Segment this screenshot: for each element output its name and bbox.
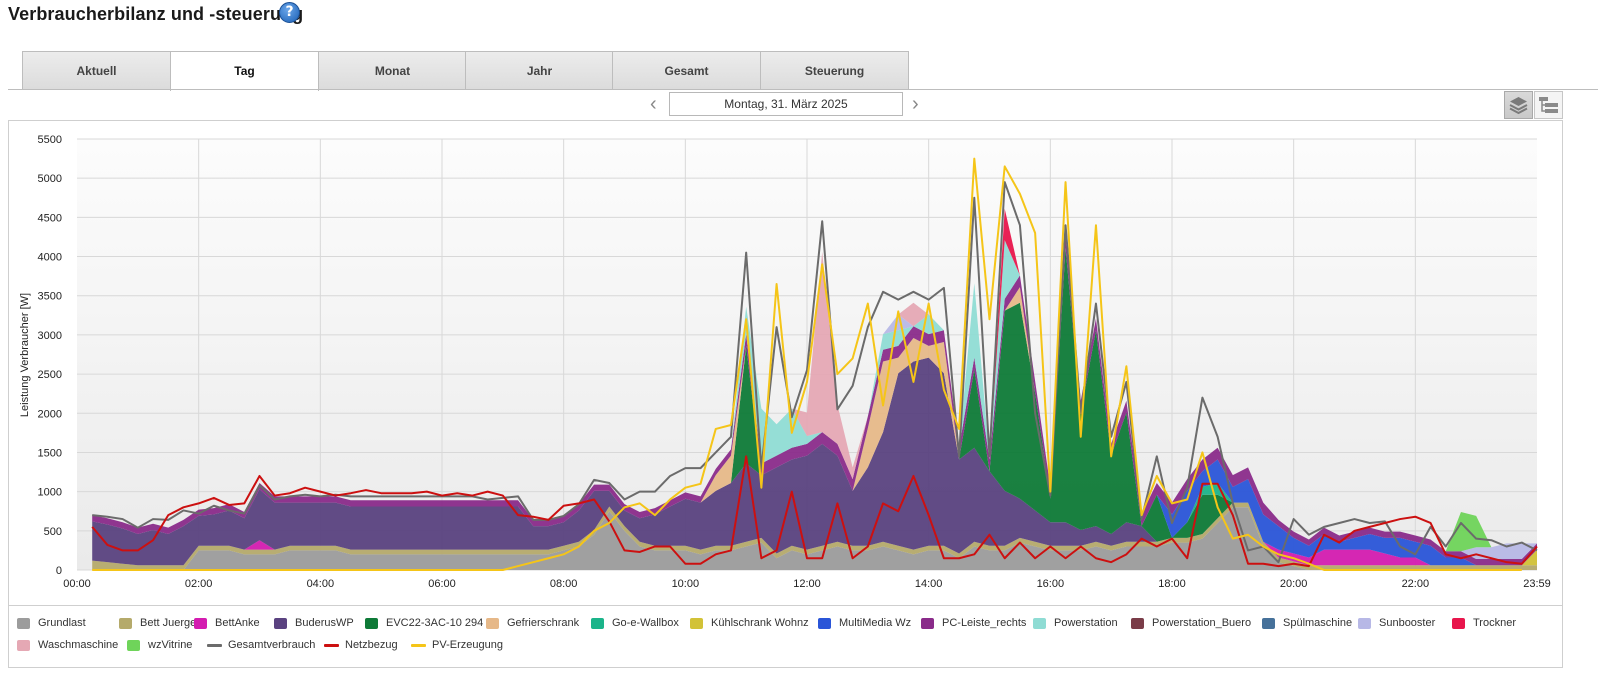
- legend-label: BuderusWP: [295, 617, 354, 629]
- legend-swatch: [17, 640, 30, 651]
- legend-label: Grundlast: [38, 617, 86, 629]
- legend-swatch: [324, 644, 339, 647]
- legend-label: PC-Leiste_rechts: [942, 617, 1027, 629]
- legend-swatch: [194, 618, 207, 629]
- legend-swatch: [1358, 618, 1371, 629]
- previous-day-button[interactable]: ‹: [650, 93, 657, 115]
- date-field[interactable]: Montag, 31. März 2025: [669, 92, 903, 116]
- stacked-view-button[interactable]: [1504, 91, 1533, 119]
- legend-swatch: [274, 618, 287, 629]
- help-icon[interactable]: ?: [279, 2, 300, 23]
- legend-swatch: [818, 618, 831, 629]
- legend-swatch: [1033, 618, 1046, 629]
- tab-monat[interactable]: Monat: [318, 51, 467, 89]
- detail-view-button[interactable]: [1534, 91, 1563, 119]
- legend-label: Spülmaschine: [1283, 617, 1353, 629]
- legend-label: EVC22-3AC-10 294: [386, 617, 484, 629]
- tab-tag[interactable]: Tag: [170, 51, 319, 91]
- legend-label: Bett Juergen: [140, 617, 203, 629]
- chart-legend: Grundlast Bett Juergen BettAnke BuderusWP EV…: [8, 606, 1563, 668]
- legend-swatch: [17, 618, 30, 629]
- tree-list-icon: [1539, 97, 1558, 113]
- legend-label: Netzbezug: [345, 639, 398, 651]
- legend-swatch: [119, 618, 132, 629]
- next-day-button[interactable]: ›: [912, 93, 919, 115]
- legend-label: Gesamtverbrauch: [228, 639, 316, 651]
- legend-swatch: [411, 644, 426, 647]
- legend-swatch: [486, 618, 499, 629]
- tab-jahr[interactable]: Jahr: [465, 51, 614, 89]
- legend-label: wzVitrine: [148, 639, 193, 651]
- legend-swatch: [365, 618, 378, 629]
- tab-aktuell[interactable]: Aktuell: [22, 51, 171, 89]
- legend-label: PV-Erzeugung: [432, 639, 503, 651]
- layers-icon: [1509, 97, 1528, 115]
- legend-label: Waschmaschine: [38, 639, 119, 651]
- help-icon-glyph: ?: [285, 4, 294, 20]
- legend-swatch: [1262, 618, 1275, 629]
- page-title: Verbraucherbilanz und -steuerung: [8, 4, 304, 24]
- legend-label: Kühlschrank Wohnz: [711, 617, 809, 629]
- legend-label: Powerstation: [1054, 617, 1118, 629]
- legend-swatch: [1452, 618, 1465, 629]
- tab-gesamt[interactable]: Gesamt: [612, 51, 761, 89]
- legend-swatch: [1131, 618, 1144, 629]
- tab-steuerung[interactable]: Steuerung: [760, 51, 909, 89]
- plot-area: [77, 139, 1537, 570]
- legend-swatch: [127, 640, 140, 651]
- legend-label: Go-e-Wallbox: [612, 617, 679, 629]
- legend-label: MultiMedia Wz: [839, 617, 912, 629]
- legend-swatch: [207, 644, 222, 647]
- legend-label: Gefrierschrank: [507, 617, 580, 629]
- legend-label: Powerstation_Buero: [1152, 617, 1252, 629]
- legend-label: Sunbooster: [1379, 617, 1436, 629]
- legend-label: BettAnke: [215, 617, 260, 629]
- legend-swatch: [690, 618, 703, 629]
- legend-label: Trockner: [1473, 617, 1516, 629]
- legend-swatch: [921, 618, 934, 629]
- tab-divider: [8, 89, 1598, 90]
- legend-swatch: [591, 618, 604, 629]
